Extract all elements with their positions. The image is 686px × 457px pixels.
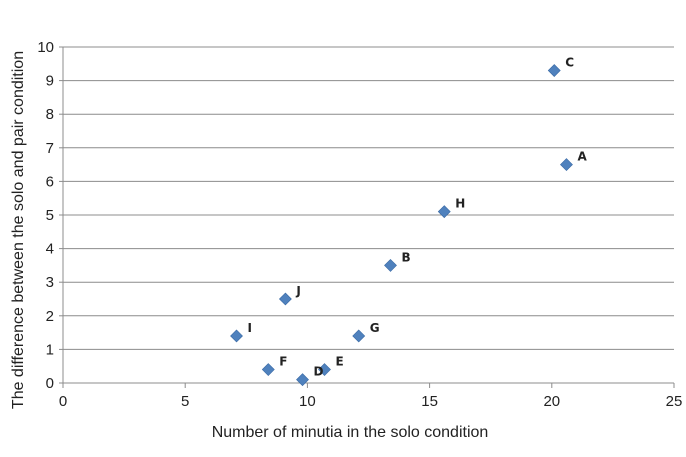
x-tick-label: 5: [181, 393, 189, 410]
gridlines: [63, 46, 674, 350]
y-tick-label: 9: [46, 73, 54, 90]
data-point-C: [547, 64, 561, 77]
x-tick-label: 25: [666, 393, 683, 410]
point-label-I: I: [248, 321, 252, 335]
point-label-B: B: [401, 250, 410, 264]
y-axis-title: The difference between the solo and pair…: [10, 51, 27, 409]
point-label-H: H: [455, 197, 465, 211]
point-label-D: D: [314, 365, 324, 379]
point-labels: A B C DE F G H I J: [248, 56, 588, 379]
data-point-F: [261, 363, 275, 376]
y-tick-label: 4: [46, 241, 54, 258]
point-label-E: E: [336, 355, 344, 369]
data-point-G: [352, 329, 366, 343]
x-axis-title: Number of minutia in the solo condition: [212, 424, 489, 441]
y-tick-label: 2: [46, 308, 54, 325]
y-tick-label: 6: [46, 173, 54, 190]
x-tick-label: 20: [543, 393, 560, 410]
data-point-D: [296, 373, 309, 387]
y-tick-label: 1: [46, 341, 54, 358]
data-point-B: [384, 258, 397, 272]
x-tick-label: 10: [299, 393, 316, 410]
point-label-J: J: [295, 284, 300, 298]
point-label-C: C: [565, 56, 574, 70]
data-point-E: [318, 363, 331, 376]
x-tick-label: 15: [421, 393, 438, 410]
y-tick-label: 8: [46, 106, 54, 123]
point-label-G: G: [370, 321, 380, 335]
y-tick-labels: 0 1 2 3 4 5 6 7 8 9 10: [37, 39, 54, 392]
x-tick-label: 0: [59, 393, 67, 410]
data-point-H: [437, 205, 451, 219]
axes: [59, 46, 675, 388]
point-label-F: F: [279, 355, 287, 369]
y-tick-label: 7: [46, 140, 54, 157]
y-tick-label: 0: [46, 375, 54, 392]
data-point-I: [230, 329, 243, 343]
data-point-J: [278, 292, 292, 306]
y-tick-label: 3: [46, 274, 54, 291]
y-tick-label: 5: [46, 207, 54, 224]
x-tick-labels: 0 5 10 15 20 25: [59, 393, 683, 410]
y-tick-label: 10: [37, 39, 54, 56]
data-points: [230, 64, 573, 387]
point-label-A: A: [577, 150, 587, 164]
data-point-A: [560, 158, 573, 172]
